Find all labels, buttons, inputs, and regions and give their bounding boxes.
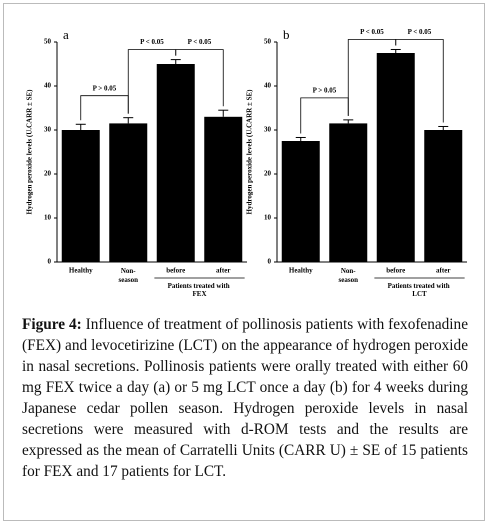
error-bar <box>75 123 86 130</box>
error-bar <box>170 59 181 64</box>
x-tick-label: Non-season <box>119 267 139 284</box>
figure-frame <box>3 3 485 521</box>
group-label: Patients treated with FEX <box>168 282 232 298</box>
y-tick-label: 0 <box>48 258 52 266</box>
error-bar <box>123 117 134 124</box>
x-tick-label: after <box>436 267 450 275</box>
y-tick-label: 20 <box>264 170 272 178</box>
bar <box>281 141 320 262</box>
significance-bracket <box>175 49 224 107</box>
x-tick-label: Healthy <box>69 267 93 275</box>
error-bar <box>295 136 306 141</box>
panel-label: a <box>63 27 69 42</box>
x-tick-label: after <box>216 267 230 275</box>
bar <box>156 64 195 262</box>
y-tick-label: 0 <box>268 258 272 266</box>
bar <box>376 53 415 262</box>
y-tick-label: 50 <box>264 38 272 46</box>
charts: a Hydrogen peroxide levels (U.CARR ± SE) 0… <box>26 27 467 298</box>
panel-label: b <box>283 27 290 42</box>
x-tick-label: before <box>166 267 185 275</box>
y-tick-label: 10 <box>44 214 52 222</box>
error-bar <box>218 109 229 117</box>
bar <box>61 130 100 262</box>
significance-label: P > 0.05 <box>93 84 117 92</box>
significance-bracket <box>80 95 129 121</box>
caption-text: Influence of treatment of pollinosis pat… <box>22 316 468 480</box>
y-axis-label: Hydrogen peroxide levels (U.CARR ± SE) <box>26 89 34 215</box>
y-axis-label: Hydrogen peroxide levels (U.CARR ± SE) <box>246 89 254 215</box>
significance-label: P < 0.05 <box>408 28 432 36</box>
significance-label: P > 0.05 <box>313 86 337 94</box>
error-bar <box>438 125 449 130</box>
significance-label: P < 0.05 <box>188 38 212 46</box>
caption-label: Figure 4: <box>22 316 82 333</box>
bar <box>424 130 463 262</box>
y-tick-label: 20 <box>44 170 52 178</box>
group-label: Patients treated with LCT <box>388 282 452 298</box>
bar <box>204 116 243 262</box>
x-tick-label: before <box>386 267 405 275</box>
y-tick-label: 40 <box>264 82 272 90</box>
bar <box>109 123 148 263</box>
error-bar <box>343 119 354 124</box>
y-tick-label: 40 <box>44 82 52 90</box>
x-tick-label: Healthy <box>289 267 313 275</box>
significance-bracket <box>395 39 444 123</box>
y-tick-label: 30 <box>264 126 272 134</box>
significance-label: P < 0.05 <box>140 38 164 46</box>
error-bar <box>390 48 401 53</box>
x-tick-label: Non-season <box>339 267 359 284</box>
caption: Figure 4: Influence of treatment of poll… <box>22 314 468 482</box>
y-tick-label: 10 <box>264 214 272 222</box>
y-tick-label: 50 <box>44 38 52 46</box>
y-tick-label: 30 <box>44 126 52 134</box>
significance-label: P < 0.05 <box>360 28 384 36</box>
bar <box>329 123 368 263</box>
